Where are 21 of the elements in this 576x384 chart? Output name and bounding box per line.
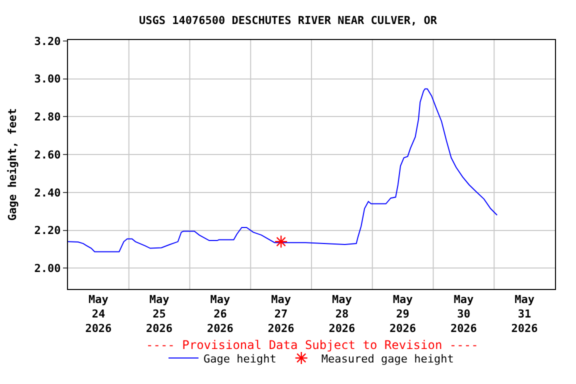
y-tick-label: 2.20	[34, 224, 61, 238]
x-tick-label: May 28 2026	[328, 293, 356, 335]
x-tick-label: May 31 2026	[511, 293, 538, 335]
y-tick-label: 2.00	[34, 262, 61, 276]
x-tick-label: May 26 2026	[206, 293, 234, 335]
y-tick-label: 3.00	[34, 72, 61, 86]
y-tick-label: 2.80	[34, 110, 61, 124]
y-axis-title: Gage height, feet	[6, 108, 19, 221]
legend-label: Measured gage height	[321, 352, 454, 366]
y-tick-label: 2.60	[34, 148, 61, 162]
x-tick-label: May 29 2026	[390, 293, 416, 335]
legend-label: Gage height	[204, 352, 276, 366]
x-tick-label: May 25 2026	[146, 293, 173, 335]
x-tick-label: May 30 2026	[450, 293, 478, 335]
y-tick-label: 2.40	[34, 186, 61, 200]
chart-title: USGS 14076500 DESCHUTES RIVER NEAR CULVER, OR	[138, 14, 438, 27]
line-series	[68, 88, 498, 252]
y-tick-label: 3.20	[34, 34, 61, 48]
x-tick-label: May 24 2026	[85, 293, 112, 335]
text: ---- Provisional Data Subject to Revision ----	[146, 338, 478, 352]
x-tick-label: May 27 2026	[268, 293, 295, 335]
